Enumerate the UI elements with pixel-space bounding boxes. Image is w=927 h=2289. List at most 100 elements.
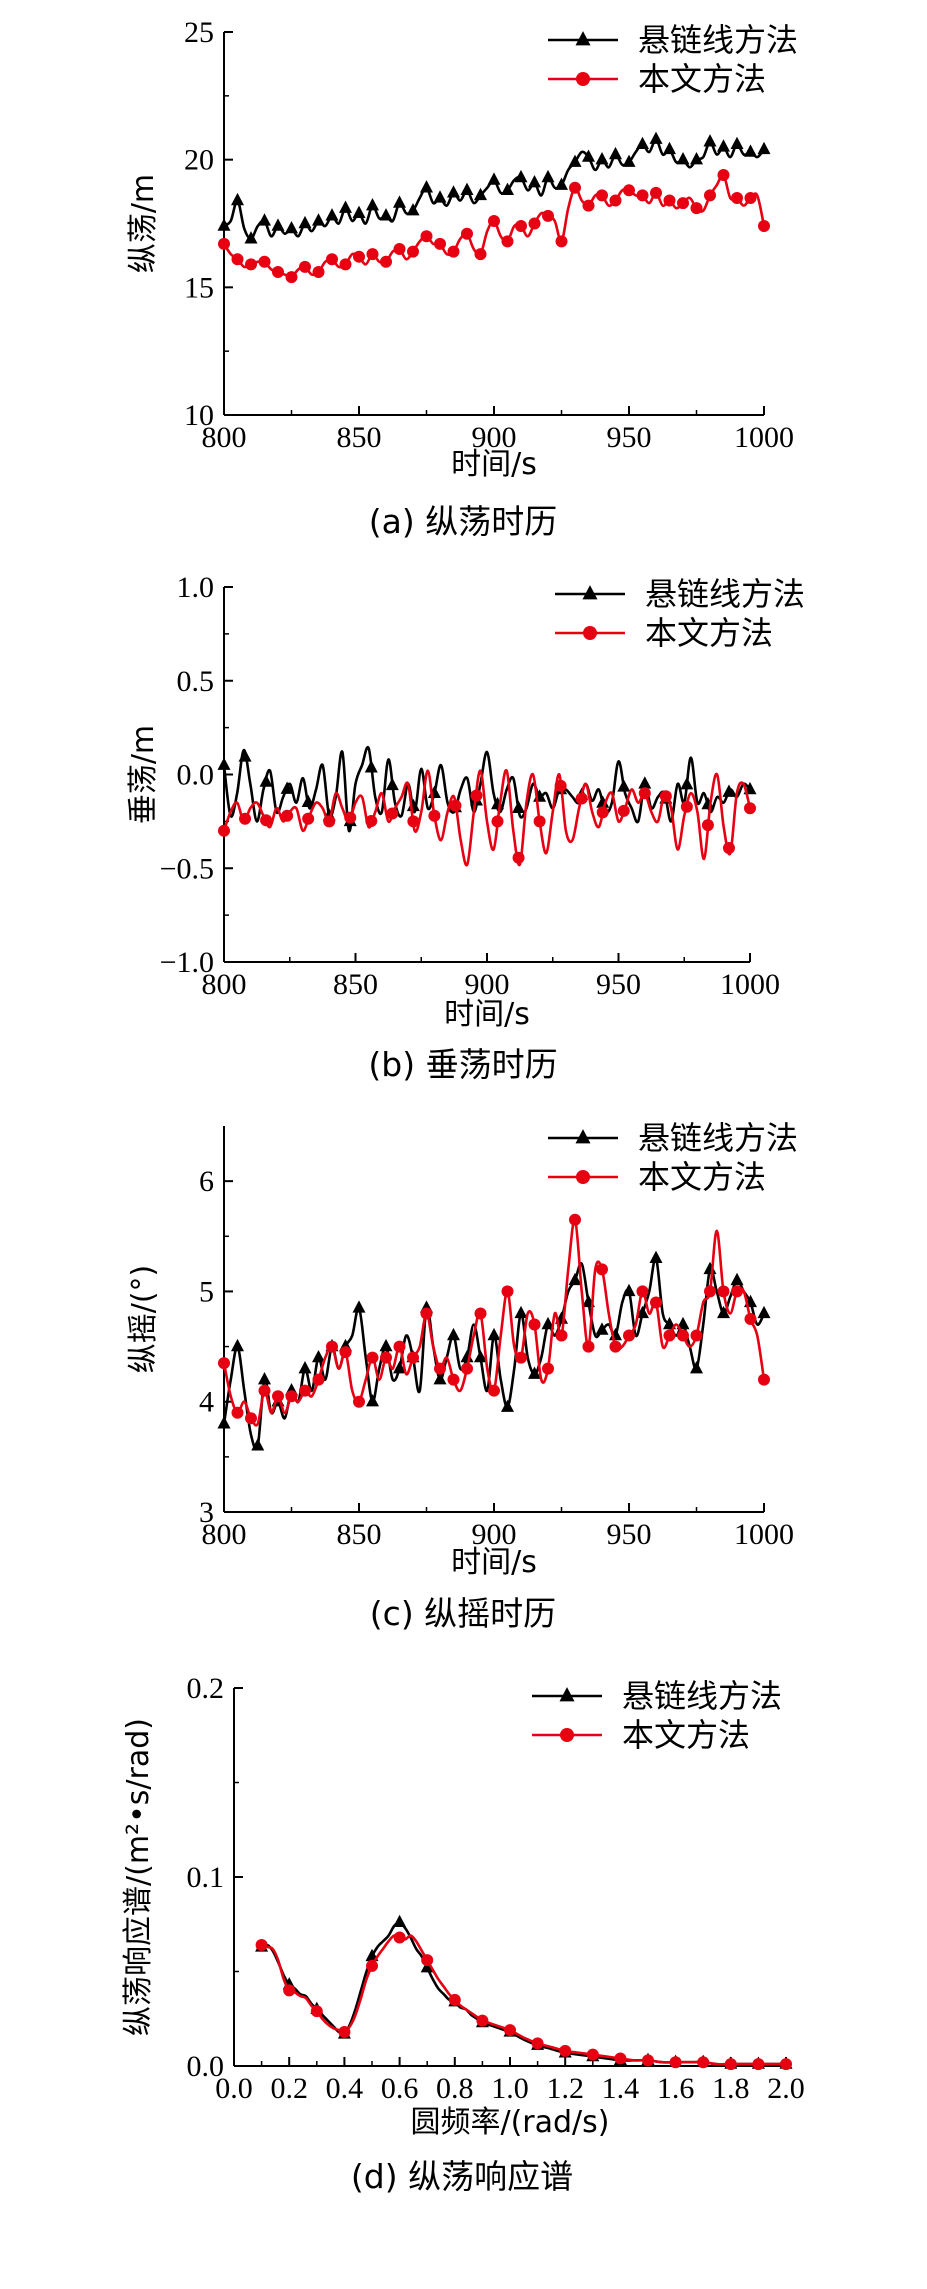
data-marker-triangle (385, 777, 399, 791)
data-marker-circle (623, 184, 635, 197)
chart-caption: (c) 纵摇时历 (370, 1594, 556, 1633)
x-tick-label: 1000 (734, 421, 794, 454)
x-tick-label: 1.8 (712, 2072, 750, 2105)
y-tick-label: 5 (199, 1275, 214, 1308)
legend-marker-circle (560, 1728, 574, 1742)
data-marker-triangle (231, 1338, 244, 1352)
legend-marker-circle (576, 72, 590, 86)
data-marker-triangle (406, 203, 420, 216)
x-tick-label: 0.2 (270, 2072, 308, 2105)
chart-caption: (a) 纵荡时历 (369, 502, 557, 541)
data-marker-circle (555, 235, 568, 248)
data-marker-circle (512, 851, 525, 864)
x-tick-label: 0.4 (326, 2072, 364, 2105)
x-tick-label: 800 (202, 1518, 247, 1551)
data-marker-circle (744, 802, 756, 815)
data-marker-circle (338, 2025, 351, 2038)
data-marker-triangle (487, 1327, 501, 1341)
data-marker-circle (731, 1285, 743, 1298)
x-tick-label: 1.4 (602, 2072, 640, 2105)
y-tick-label: 10 (184, 399, 214, 432)
data-marker-triangle (717, 1305, 730, 1319)
x-tick-label: 950 (607, 1518, 652, 1551)
data-marker-circle (515, 220, 527, 233)
data-marker-circle (231, 253, 244, 266)
data-marker-circle (731, 191, 743, 204)
data-marker-circle (366, 248, 379, 261)
data-marker-circle (663, 194, 676, 207)
data-marker-circle (283, 1984, 296, 1997)
x-tick-label: 850 (333, 968, 378, 1001)
data-marker-triangle (636, 1305, 649, 1319)
data-marker-triangle (217, 1416, 231, 1429)
data-marker-triangle (217, 757, 231, 770)
x-tick-label: 900 (465, 968, 510, 1001)
data-marker-circle (569, 181, 581, 194)
data-marker-circle (690, 202, 703, 215)
data-marker-circle (582, 1340, 595, 1353)
data-marker-circle (582, 199, 595, 212)
data-marker-triangle (701, 796, 715, 810)
data-marker-circle (218, 1357, 230, 1370)
data-marker-triangle (259, 774, 273, 787)
series-line-proposed (261, 1934, 786, 2066)
data-marker-circle (260, 814, 273, 827)
data-marker-circle (488, 1384, 500, 1397)
y-tick-label: 0.1 (187, 1861, 225, 1894)
x-tick-label: 0.8 (436, 2072, 474, 2105)
data-marker-circle (717, 168, 730, 181)
data-marker-triangle (568, 1272, 582, 1286)
data-marker-triangle (251, 1438, 265, 1451)
data-marker-circle (575, 792, 588, 805)
y-tick-label: 4 (199, 1386, 214, 1419)
data-marker-circle (555, 1329, 568, 1342)
data-marker-triangle (366, 197, 379, 211)
data-marker-circle (650, 186, 662, 199)
y-tick-label: −0.5 (160, 852, 214, 885)
legend-marker-triangle (582, 585, 598, 600)
data-marker-triangle (433, 1372, 447, 1385)
data-marker-triangle (420, 1960, 434, 1973)
data-marker-circle (420, 230, 433, 243)
data-marker-triangle (352, 205, 366, 218)
y-tick-label: 0.0 (187, 2050, 225, 2083)
data-marker-triangle (433, 190, 447, 203)
data-marker-triangle (528, 174, 541, 188)
data-marker-circle (636, 1285, 649, 1298)
data-marker-circle (285, 1390, 298, 1403)
data-marker-triangle (501, 182, 514, 195)
data-marker-circle (758, 1373, 770, 1386)
data-marker-triangle (730, 136, 744, 150)
data-marker-circle (461, 227, 473, 240)
y-tick-label: 6 (199, 1165, 214, 1198)
data-marker-circle (310, 2005, 323, 2018)
x-tick-label: 1.0 (491, 2072, 529, 2105)
data-marker-triangle (312, 1349, 325, 1363)
data-marker-triangle (676, 1316, 690, 1330)
data-marker-circle (528, 217, 541, 230)
data-marker-triangle (352, 1300, 366, 1313)
x-axis-label: 时间/s (444, 997, 530, 1032)
data-marker-circle (528, 1318, 541, 1331)
data-marker-triangle (460, 182, 474, 195)
data-marker-triangle (514, 169, 528, 183)
x-tick-label: 1000 (734, 1518, 794, 1551)
chart-a: 800 850 900 950 1000 10 15 20 25 时间/s 纵荡/m 悬链线方法本文方… (126, 16, 798, 541)
data-marker-circle (393, 1931, 406, 1944)
data-marker-circle (281, 809, 294, 822)
y-tick-label: 0.2 (187, 1672, 225, 1705)
x-tick-label: 850 (337, 421, 382, 454)
data-marker-circle (386, 807, 399, 820)
data-marker-circle (461, 1362, 473, 1375)
legend-label: 本文方法 (645, 614, 773, 652)
data-marker-circle (677, 1329, 689, 1342)
data-marker-triangle (617, 779, 631, 792)
data-marker-triangle (379, 1338, 393, 1352)
data-marker-circle (326, 1340, 338, 1353)
data-marker-circle (245, 1412, 257, 1425)
data-marker-circle (434, 1362, 446, 1375)
data-marker-circle (697, 2056, 710, 2069)
data-marker-triangle (301, 794, 315, 807)
data-marker-triangle (474, 1349, 487, 1363)
